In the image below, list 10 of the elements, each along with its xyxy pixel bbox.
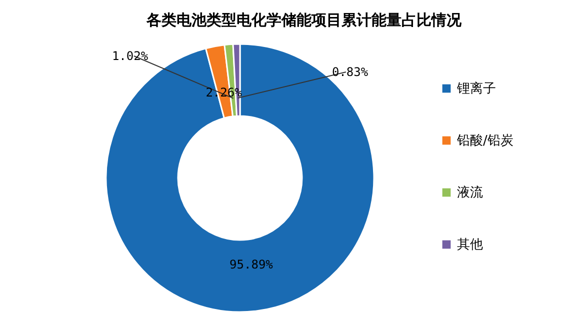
chart-title: 各类电池类型电化学储能项目累计能量占比情况 [146, 11, 462, 29]
data-label: 95.89% [230, 257, 274, 272]
legend-label: 液流 [457, 184, 483, 200]
legend-label: 其他 [457, 238, 483, 252]
legend-label: 铅酸/铅炭 [456, 134, 514, 148]
legend-label: 锂离子 [456, 80, 496, 96]
donut-slice [105, 43, 375, 312]
data-label: 2.26% [206, 85, 243, 100]
data-label: 0.83% [332, 65, 369, 79]
data-label: 1.02% [112, 49, 149, 63]
